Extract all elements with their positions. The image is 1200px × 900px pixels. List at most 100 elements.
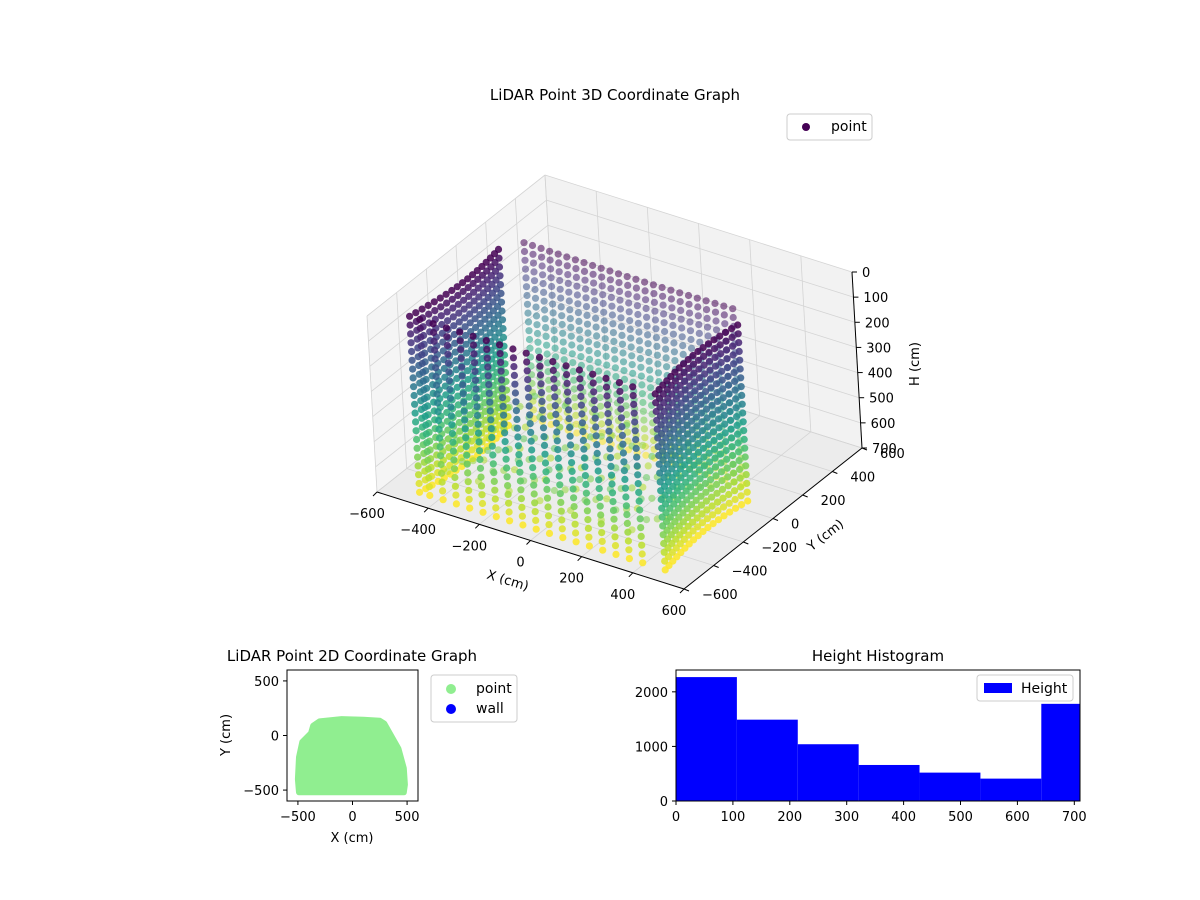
data-point-3d: [592, 432, 600, 440]
data-point-3d: [702, 488, 710, 496]
data-point-3d: [429, 320, 437, 328]
legend-2d-point-marker: [446, 684, 456, 694]
data-point-3d: [418, 305, 426, 313]
data-point-3d: [723, 455, 731, 463]
data-point-3d: [654, 369, 663, 377]
data-point-3d: [661, 327, 669, 336]
data-point-3d: [719, 385, 727, 393]
data-point-3d: [606, 454, 615, 462]
data-point-3d: [407, 339, 415, 347]
data-point-3d: [568, 467, 576, 475]
data-point-3d: [521, 256, 529, 264]
data-point-3d: [503, 464, 511, 472]
data-point-3d: [693, 294, 701, 302]
data-point-3d: [461, 416, 469, 424]
data-point-3d: [725, 390, 733, 398]
data-point-3d: [720, 512, 728, 520]
data-point-3d: [526, 411, 534, 419]
data-point-3d: [595, 367, 603, 375]
data-point-3d: [471, 315, 479, 323]
x-tick-label-3d: 0: [516, 556, 524, 571]
data-point-3d: [624, 290, 632, 298]
data-point-3d: [609, 506, 618, 514]
data-point-3d: [448, 429, 456, 438]
data-point-3d: [584, 516, 592, 524]
data-point-3d: [633, 293, 641, 301]
data-point-3d: [469, 271, 477, 279]
grid-line-3d: [396, 292, 408, 469]
data-point-3d: [699, 344, 707, 352]
data-point-3d: [582, 294, 590, 302]
data-point-3d: [718, 485, 727, 493]
data-point-3d: [526, 420, 534, 428]
data-point-3d: [652, 334, 661, 342]
data-point-3d: [640, 425, 649, 433]
data-point-3d: [523, 367, 531, 375]
legend-3d-marker: [802, 123, 810, 131]
data-point-3d: [558, 525, 566, 533]
data-point-3d: [551, 335, 559, 343]
data-point-3d: [597, 511, 605, 519]
data-point-3d: [616, 396, 625, 404]
legend-3d-box: [786, 113, 873, 141]
data-point-3d: [439, 487, 447, 495]
data-point-3d: [600, 317, 608, 325]
data-point-3d: [445, 377, 453, 385]
data-point-3d: [538, 397, 546, 405]
data-point-3d: [505, 499, 513, 507]
data-point-3d: [696, 483, 705, 492]
data-point-3d: [579, 436, 588, 444]
data-point-3d: [543, 485, 551, 493]
data-point-3d: [637, 363, 645, 371]
data-point-3d: [722, 328, 730, 336]
data-point-3d: [515, 459, 524, 467]
data-point-3d: [654, 360, 662, 368]
data-point-3d: [410, 391, 418, 400]
data-point-3d: [421, 412, 429, 420]
data-point-3d: [449, 438, 457, 446]
y-tick-3d: [713, 565, 719, 568]
data-point-3d: [633, 462, 641, 470]
data-point-3d: [718, 376, 726, 384]
data-point-3d: [431, 307, 439, 315]
data-point-3d: [640, 416, 648, 424]
data-point-3d: [465, 393, 473, 401]
data-point-3d: [602, 383, 611, 391]
data-point-3d: [557, 303, 565, 311]
data-point-3d: [653, 425, 661, 433]
data-point-3d: [489, 451, 497, 459]
data-point-3d: [581, 276, 589, 284]
data-point-3d: [712, 480, 721, 489]
data-point-3d: [594, 458, 602, 466]
data-point-3d: [607, 462, 615, 470]
data-point-3d: [733, 413, 741, 421]
data-point-3d: [464, 469, 472, 477]
data-point-3d: [586, 475, 595, 483]
data-point-3d: [473, 411, 482, 420]
data-point-3d: [652, 407, 660, 416]
data-point-3d: [531, 499, 539, 507]
data-point-3d: [708, 502, 716, 510]
data-point-3d: [642, 474, 651, 482]
z-tick-label-3d: 700: [872, 442, 897, 457]
data-point-3d: [652, 399, 660, 407]
data-point-3d: [733, 421, 741, 429]
data-point-3d: [585, 542, 594, 550]
data-point-3d: [550, 375, 558, 383]
data-point-3d: [487, 416, 495, 424]
hist-y-tick-label: 1000: [635, 740, 668, 755]
data-point-3d: [642, 296, 650, 304]
data-point-3d: [730, 360, 738, 368]
data-point-3d: [618, 340, 627, 348]
data-point-3d: [630, 409, 638, 417]
data-point-3d: [436, 443, 444, 451]
histogram-bars: [676, 677, 1080, 801]
data-point-3d: [691, 470, 699, 478]
data-point-3d: [524, 384, 532, 392]
data-point-3d: [606, 445, 614, 453]
data-point-3d: [472, 394, 481, 402]
y-tick-3d: [832, 471, 838, 474]
data-point-3d: [711, 299, 719, 307]
data-point-3d: [471, 367, 479, 376]
data-point-3d: [607, 471, 616, 479]
